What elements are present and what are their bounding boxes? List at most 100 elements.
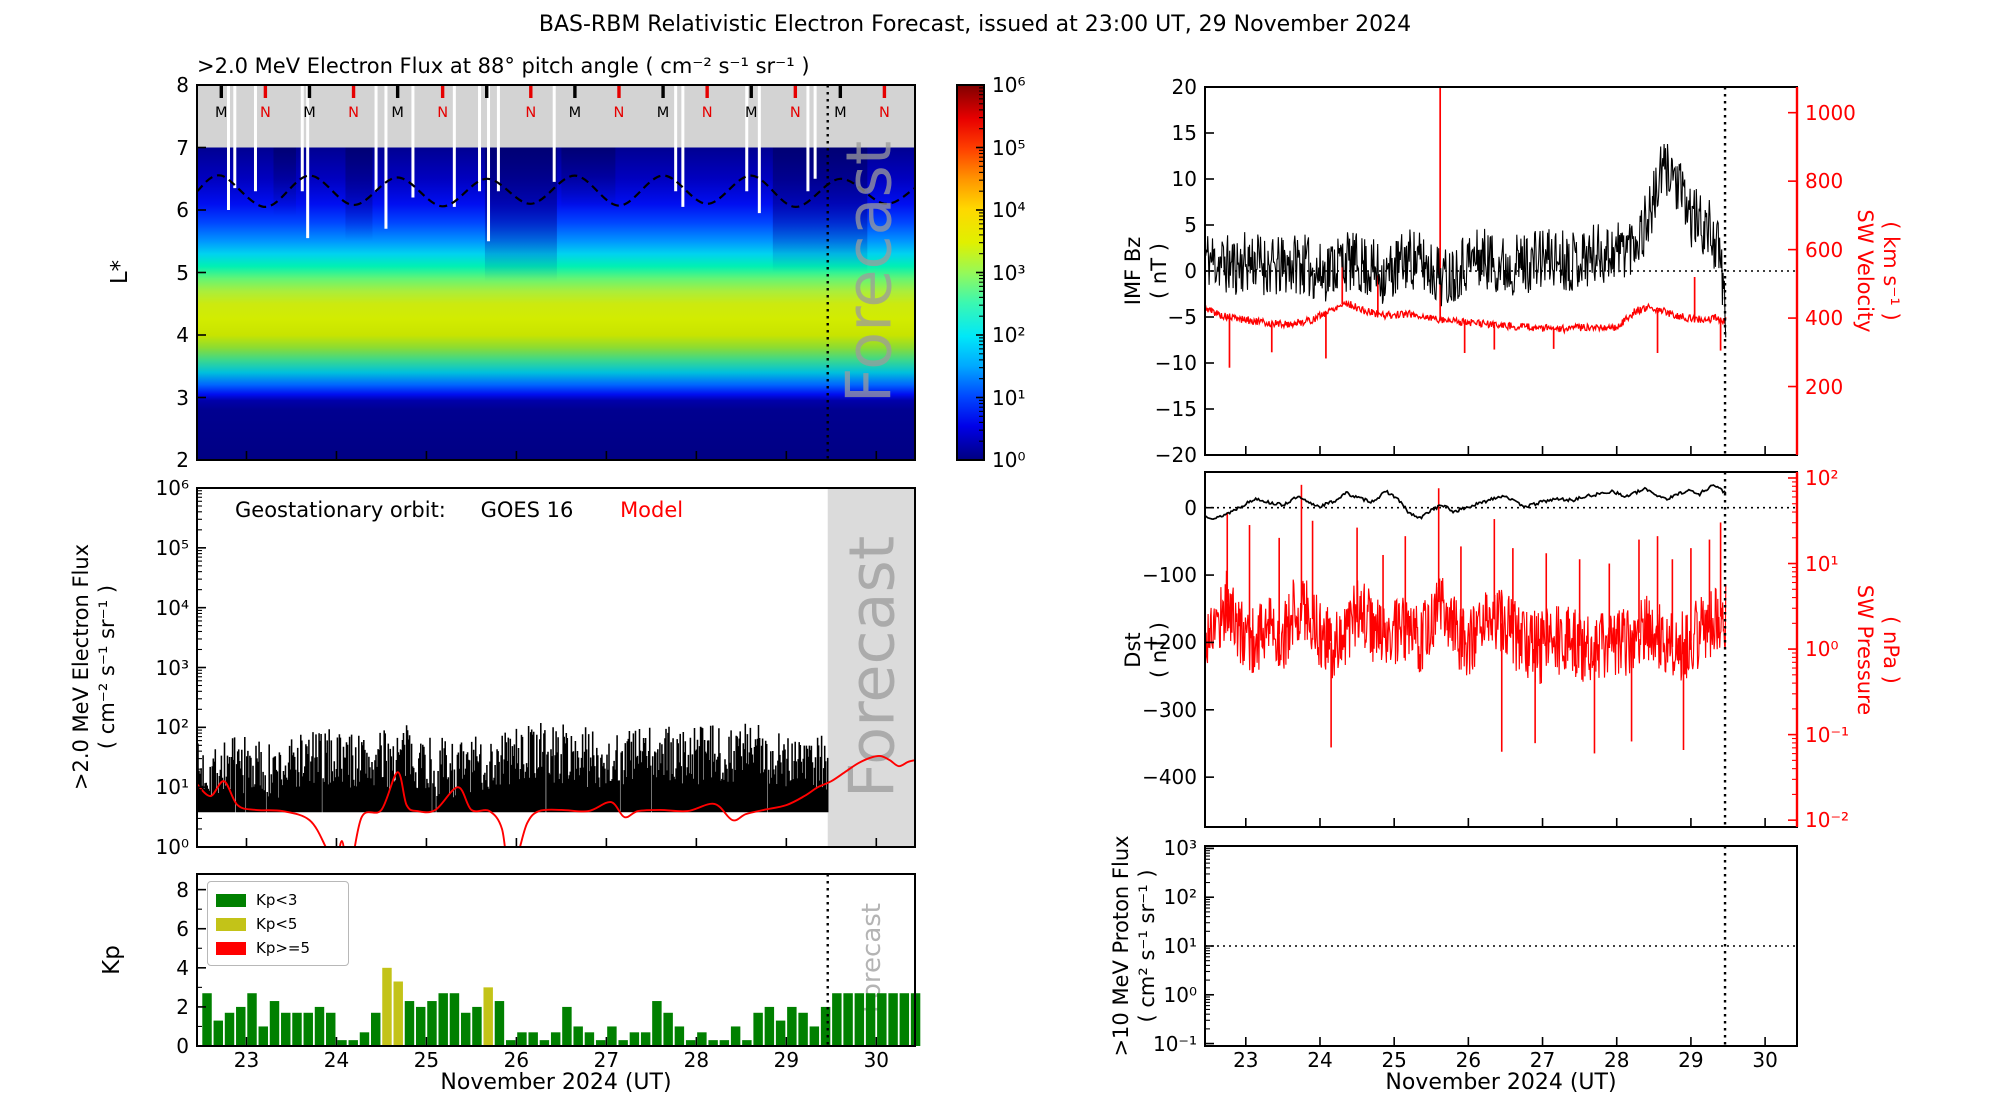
kp-legend-label: Kp>=5: [256, 939, 311, 957]
kp-bar: [899, 993, 910, 1046]
midnight-marker-label: M: [215, 105, 228, 121]
kp-bar: [742, 1040, 752, 1046]
kp-bar: [494, 1001, 505, 1046]
tick-label: 10⁵: [155, 535, 189, 560]
tick-label: 10⁻¹: [1152, 1031, 1197, 1056]
kp-legend: Kp<3 Kp<5 Kp>=5: [207, 881, 349, 966]
tick-label: 10²: [1805, 465, 1839, 490]
panel-spectrogram: M N M N M N N M N M N M N M N Forecast: [196, 84, 916, 461]
goes-ylabel: >2.0 MeV Electron Flux ( cm⁻² s⁻¹ sr⁻¹ ): [68, 544, 120, 790]
tick-label: 10²: [992, 323, 1026, 347]
midnight-marker-label: M: [657, 105, 670, 121]
tick-label: 1000: [1805, 100, 1856, 125]
tick-label: 5: [176, 260, 189, 285]
tick-label: 25: [413, 1048, 440, 1072]
kp-bar: [348, 1040, 358, 1046]
tick-label: 23: [1233, 1048, 1259, 1072]
kp-legend-swatch: [216, 941, 246, 955]
tick-label: 30: [1752, 1048, 1778, 1072]
annotation-observed: GOES 16: [480, 498, 574, 522]
kp-bar: [539, 1040, 550, 1046]
tick-label: 7: [176, 135, 189, 160]
tick-label: −5: [1167, 305, 1197, 329]
tick-label: −10: [1154, 351, 1197, 375]
kp-bar: [798, 1012, 808, 1046]
kp-bar: [303, 1012, 313, 1046]
tick-label: 10⁶: [155, 476, 189, 500]
tick-label: 15: [1171, 121, 1197, 145]
kp-bar: [449, 993, 460, 1046]
panel-imf-sw: [1204, 86, 1799, 456]
kp-bar: [258, 1026, 268, 1046]
tick-label: 10⁻¹: [1805, 722, 1850, 747]
pressure-ylabel: ( nPa ) SW Pressure: [1852, 585, 1904, 715]
kp-bar: [640, 1032, 651, 1046]
kp-bar: [359, 1032, 370, 1046]
kp-bar: [685, 1040, 696, 1046]
kp-bar: [877, 993, 887, 1046]
spectrogram-title: >2.0 MeV Electron Flux at 88° pitch angl…: [197, 54, 810, 78]
goes-ylabel-line2: ( cm⁻² s⁻¹ sr⁻¹ ): [95, 584, 119, 750]
noon-marker-label: N: [790, 105, 801, 121]
kp-bar: [269, 1001, 280, 1046]
tick-label: 20: [1171, 75, 1197, 99]
kp-bar: [787, 1006, 797, 1046]
panel-goes-flux: Forecast: [196, 487, 916, 848]
kp-bar: [584, 1032, 595, 1046]
tick-label: −400: [1142, 765, 1197, 790]
goes-annotation: Geostationary orbit: GOES 16 Model: [235, 498, 683, 522]
tick-label: 10²: [1163, 885, 1197, 910]
annotation-prefix: Geostationary orbit:: [235, 498, 446, 522]
sw-velocity-series: [1205, 300, 1727, 335]
kp-bar: [697, 1032, 707, 1046]
kp-bar: [663, 1012, 673, 1046]
tick-label: 30: [863, 1048, 890, 1072]
tick-label: 10¹: [992, 385, 1026, 410]
tick-label: 10⁴: [155, 595, 189, 620]
kp-bar: [427, 1001, 437, 1046]
kp-bar: [415, 1006, 426, 1046]
tick-label: 4: [176, 955, 189, 980]
tick-label: 23: [233, 1048, 260, 1072]
kp-bar: [371, 1012, 381, 1046]
kp-bar: [652, 1001, 662, 1046]
dst-series: [1205, 484, 1727, 520]
noon-marker-label: N: [260, 105, 271, 121]
model-series: [197, 754, 915, 847]
kp-bar: [292, 1012, 302, 1046]
tick-label: 10⁵: [992, 135, 1026, 160]
tick-label: 10: [1171, 167, 1197, 191]
tick-label: 6: [176, 198, 189, 222]
kp-bar: [517, 1032, 527, 1046]
tick-label: 10⁴: [992, 198, 1026, 222]
panel-proton-flux: [1204, 845, 1798, 1047]
tick-label: 400: [1805, 306, 1844, 331]
kp-bar: [528, 1032, 538, 1046]
tick-label: 28: [1603, 1048, 1630, 1072]
tick-label: 25: [1381, 1048, 1407, 1072]
goes-ylabel-line1: >2.0 MeV Electron Flux: [69, 543, 93, 791]
xlabel-right: November 2024 (UT): [1385, 1070, 1617, 1095]
midnight-marker-label: M: [303, 105, 316, 121]
kp-bar: [337, 1040, 347, 1046]
tick-label: 10²: [155, 715, 189, 740]
tick-label: 10³: [1163, 836, 1197, 861]
pressure-ylabel-name: SW Pressure: [1853, 584, 1877, 716]
kp-bar: [460, 1012, 471, 1046]
tick-label: −200: [1142, 630, 1197, 655]
panel-dst-pressure: [1204, 471, 1799, 828]
midnight-marker-label: M: [569, 105, 582, 121]
tick-label: 0: [1184, 495, 1197, 520]
tick-label: 600: [1805, 237, 1844, 262]
pressure-ylabel-units: ( nPa ): [1879, 616, 1903, 684]
tick-label: 4: [176, 323, 189, 347]
midnight-marker-label: M: [391, 105, 404, 121]
kp-legend-label: Kp<3: [256, 891, 298, 909]
tick-label: −20: [1154, 443, 1197, 467]
tick-label: 200: [1805, 374, 1844, 399]
tick-label: 10³: [992, 260, 1026, 285]
tick-label: 0: [176, 1034, 189, 1058]
kp-bar: [382, 967, 392, 1046]
